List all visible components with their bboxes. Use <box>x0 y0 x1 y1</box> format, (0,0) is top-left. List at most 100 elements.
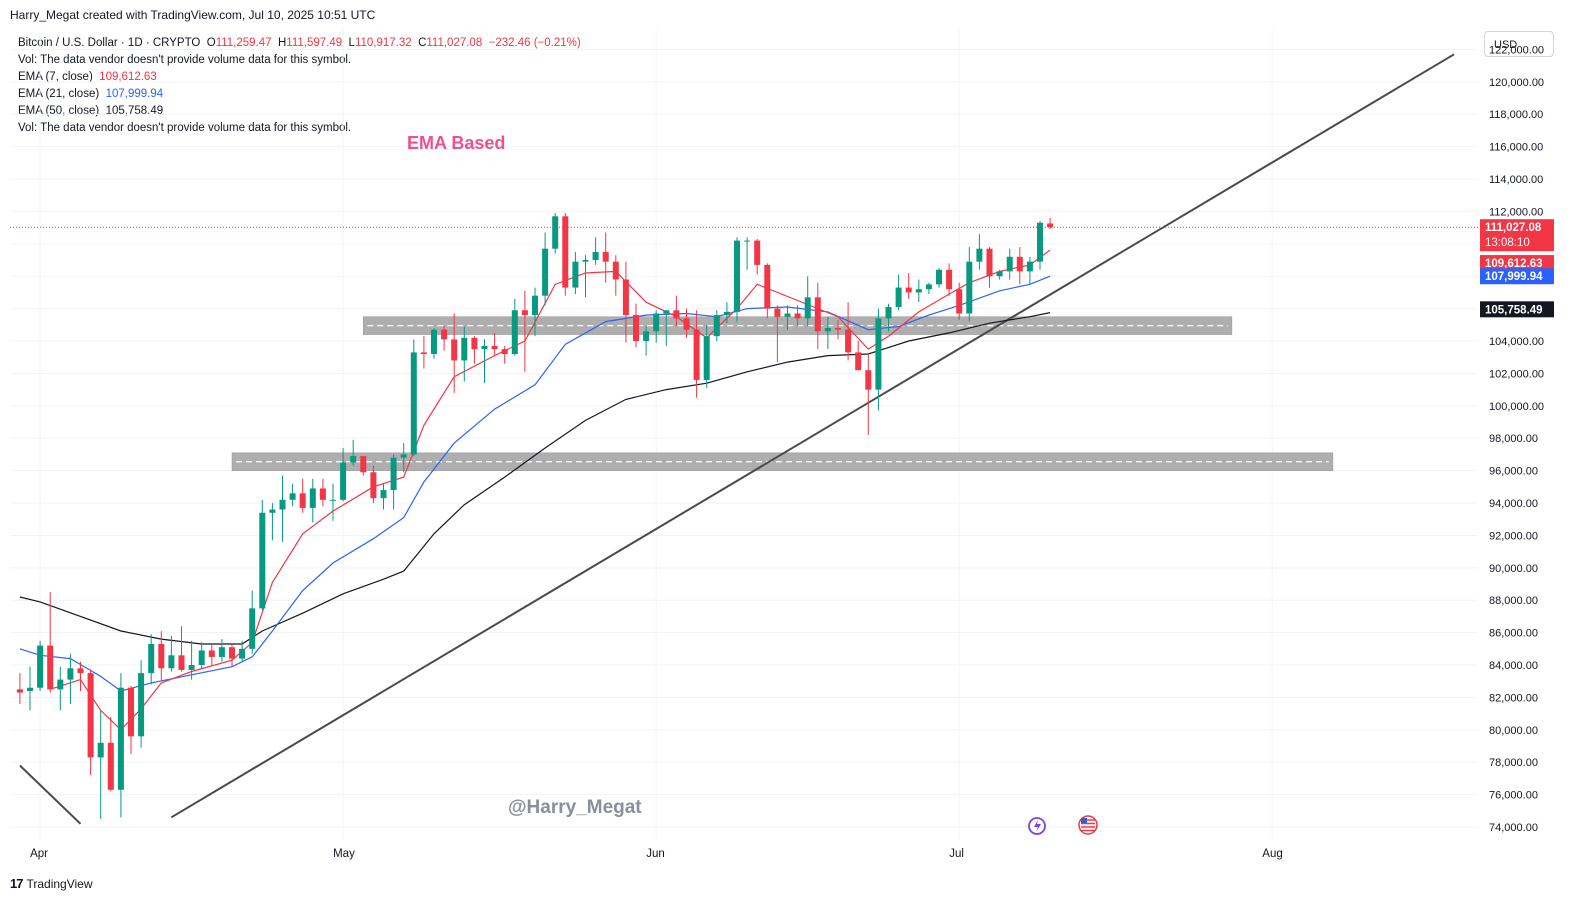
candle-down <box>754 238 761 275</box>
candle-body <box>491 345 498 350</box>
candle-body <box>340 462 347 500</box>
ema7-line <box>50 249 1051 731</box>
candle-body <box>198 650 205 666</box>
candle-body <box>117 687 124 790</box>
ema21-badge-text: 107,999.94 <box>1485 271 1543 283</box>
ema21-legend[interactable]: EMA (21, close) 107,999.94 <box>18 88 164 100</box>
us-flag-icon <box>1078 815 1098 835</box>
candle-body <box>976 248 983 262</box>
candle-up <box>663 310 670 346</box>
candle-body <box>501 349 508 354</box>
attribution-header: Harry_Megat created with TradingView.com… <box>10 8 376 22</box>
candle-up <box>744 237 751 270</box>
ema7-legend-value: 109,612.63 <box>99 71 157 83</box>
y-tick-label: 102,000.00 <box>1489 368 1544 380</box>
tradingview-brand: TradingView <box>26 876 93 891</box>
candle-body <box>1026 261 1033 272</box>
ema21-legend-value: 107,999.94 <box>105 88 164 100</box>
ema50-badge: 105,758.49 <box>1480 301 1554 318</box>
candle-body <box>77 668 84 674</box>
y-axis: 74,000.00 76,000.00 78,000.00 80,000.00 82,0… <box>1489 44 1544 834</box>
y-tick-label: 78,000.00 <box>1489 757 1538 769</box>
candle-body <box>673 310 680 319</box>
candle-body <box>158 643 165 669</box>
candle-down <box>1047 217 1054 229</box>
ema50-badge-bg <box>1480 301 1554 318</box>
y-tick-label: 76,000.00 <box>1489 790 1538 802</box>
y-tick-label: 122,000.00 <box>1489 44 1544 56</box>
symbol-name[interactable]: Bitcoin / U.S. Dollar · 1D · CRYPTO <box>18 37 201 49</box>
symbol-row: Bitcoin / U.S. Dollar · 1D · CRYPTO O111… <box>18 35 581 52</box>
candle-body <box>612 261 619 280</box>
y-tick-label: 100,000.00 <box>1489 401 1544 413</box>
bolt-icon-glyph <box>1034 820 1041 832</box>
candle-up <box>259 499 266 610</box>
candle-body <box>188 665 195 670</box>
candle-down <box>633 303 639 348</box>
y-tick-label: 114,000.00 <box>1489 174 1543 186</box>
candle-body <box>552 216 559 249</box>
candle-up <box>925 282 932 295</box>
candle-up <box>279 475 286 542</box>
candle-body <box>542 248 549 296</box>
candle-up <box>1006 248 1013 280</box>
candle-body <box>855 352 862 371</box>
x-tick-label: Apr <box>30 848 48 860</box>
candle-body <box>410 352 417 455</box>
candle-up <box>168 635 175 672</box>
candle-down <box>360 456 367 476</box>
candle-up <box>582 255 589 298</box>
candle-body <box>1037 222 1043 262</box>
candle-body <box>37 645 44 688</box>
candle-body <box>804 297 811 319</box>
candle-down <box>855 341 862 371</box>
candle-up <box>532 287 538 337</box>
candle-body <box>915 289 922 293</box>
candle-down <box>693 310 700 398</box>
candle-body <box>562 216 569 288</box>
tradingview-footer[interactable]: 17 TradingView <box>10 876 93 891</box>
candle-down <box>1016 247 1023 285</box>
volume-note-2: Vol: The data vendor doesn't provide vol… <box>18 122 352 134</box>
candle-body <box>1047 223 1054 228</box>
candle-body <box>350 456 357 463</box>
y-tick-label: 98,000.00 <box>1489 433 1538 445</box>
candle-down <box>178 626 185 672</box>
candle-up <box>27 666 33 711</box>
candle-up <box>1037 221 1043 270</box>
volume-note-1: Vol: The data vendor doesn't provide vol… <box>18 54 352 66</box>
currency-selector[interactable]: USD <box>1484 31 1554 57</box>
watermark-text: @Harry_Megat <box>508 797 642 818</box>
candles <box>16 213 1054 819</box>
candle-up <box>804 276 811 327</box>
candle-body <box>420 352 427 354</box>
candle-body <box>663 310 670 314</box>
y-tick-label: 82,000.00 <box>1489 692 1538 704</box>
last-price-badge-bg <box>1480 219 1554 252</box>
candle-body <box>734 240 740 312</box>
candle-up <box>895 274 902 311</box>
candle-up <box>461 326 468 382</box>
candle-body <box>178 655 185 670</box>
ema21-badge: 107,999.94 <box>1480 268 1554 285</box>
grid-lines <box>10 30 1478 840</box>
candle-body <box>451 339 458 361</box>
y-tick-label: 88,000.00 <box>1489 595 1538 607</box>
ohlc-open: O111,259.47 <box>206 37 272 49</box>
y-tick-label: 92,000.00 <box>1489 530 1538 542</box>
y-tick-label: 84,000.00 <box>1489 660 1538 672</box>
candle-body <box>946 269 953 290</box>
candle-body <box>107 742 114 790</box>
ema7-legend[interactable]: EMA (7, close) 109,612.63 <box>18 71 157 83</box>
candle-up <box>330 483 336 521</box>
candle-body <box>784 313 791 317</box>
candle-body <box>875 318 882 390</box>
candle-down <box>77 661 84 691</box>
candle-body <box>764 264 771 309</box>
candle-down <box>683 308 690 338</box>
ema7-badge-bg <box>1480 255 1554 272</box>
candle-down <box>299 478 306 513</box>
candle-up <box>249 590 256 654</box>
candle-down <box>229 643 235 667</box>
